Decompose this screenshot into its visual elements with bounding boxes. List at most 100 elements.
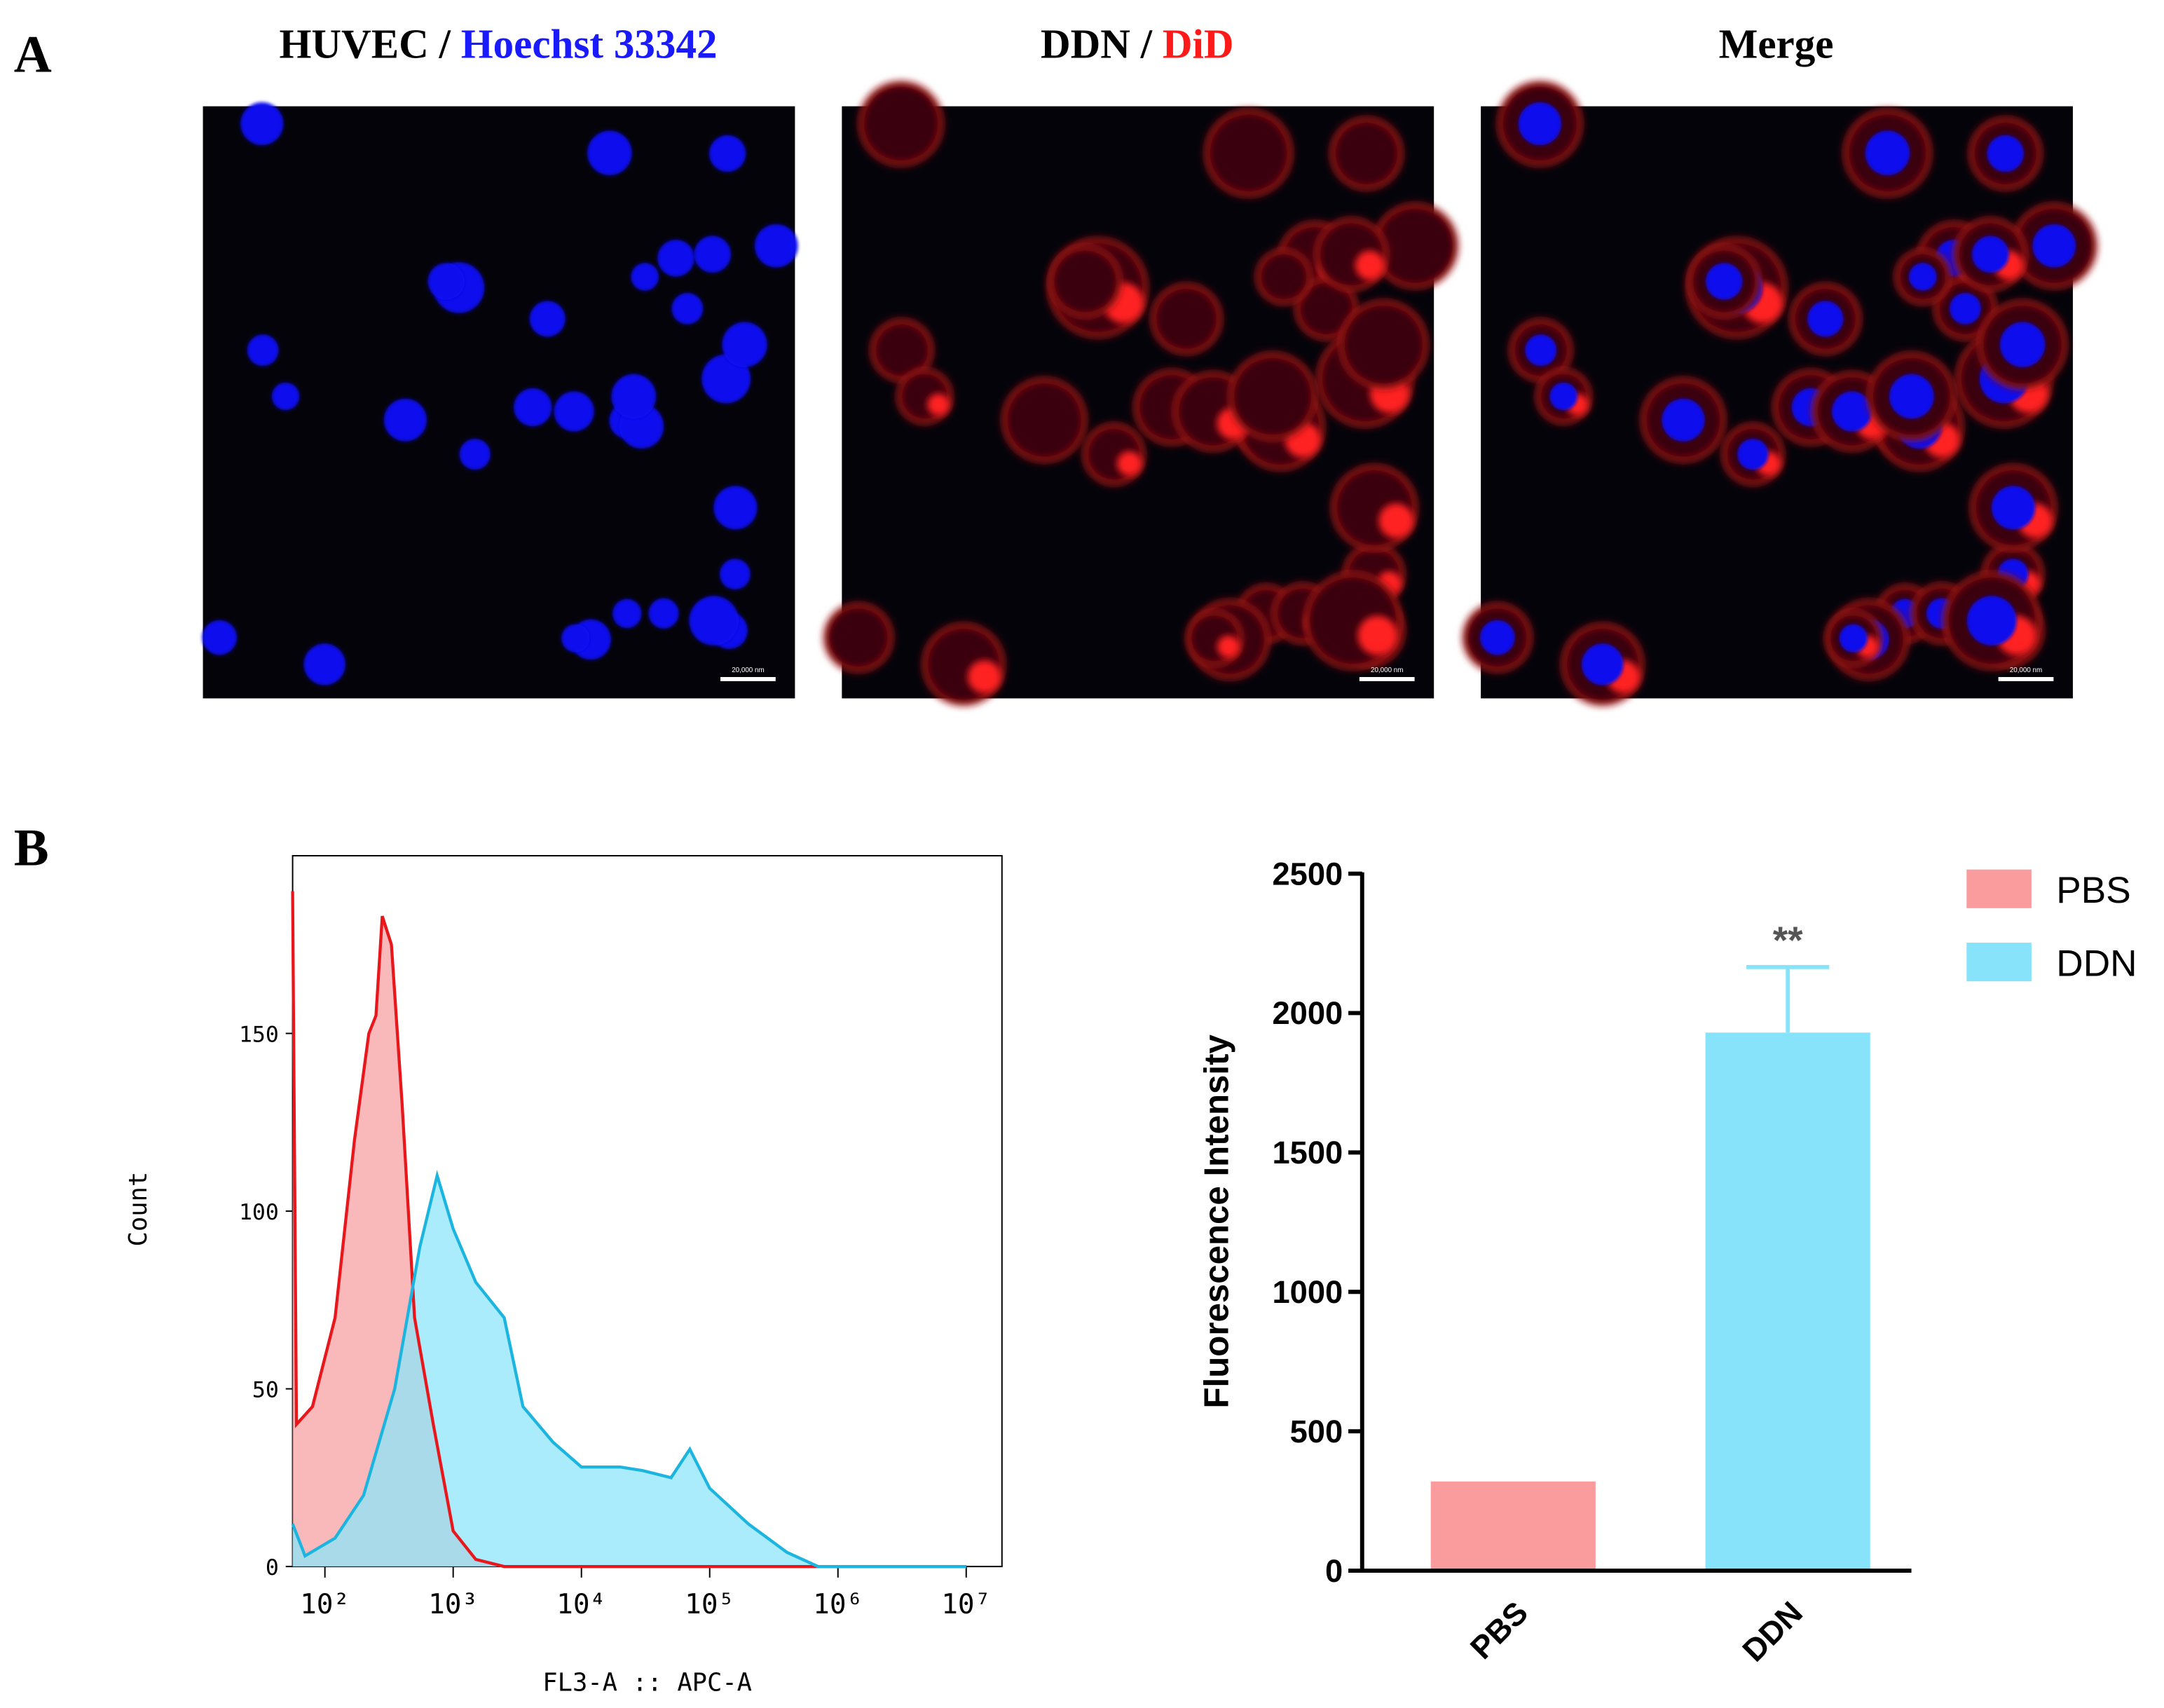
nucleus [2032, 224, 2076, 268]
x-tick-label: 10³ [428, 1588, 478, 1620]
nucleus [271, 382, 300, 411]
nucleus [754, 224, 798, 268]
cell-membrane [1329, 116, 1404, 191]
nucleus [554, 391, 594, 432]
panel-label: A [14, 25, 52, 83]
nucleus [1737, 439, 1769, 470]
nucleus [689, 596, 739, 645]
did-spot [967, 660, 1001, 694]
nucleus [1865, 130, 1910, 176]
nucleus [671, 292, 704, 324]
legend-swatch [1966, 943, 2032, 982]
y-tick-label: 0 [266, 1555, 279, 1580]
nucleus [247, 334, 279, 367]
cell-membrane [1228, 352, 1317, 442]
nucleus [1832, 391, 1872, 432]
did-spot [927, 393, 950, 416]
did-spot [1355, 250, 1385, 280]
area [292, 1175, 966, 1567]
x-tick-label: 10⁵ [685, 1588, 734, 1620]
nucleus [701, 354, 751, 404]
x-tick-label: 10⁴ [556, 1588, 606, 1620]
y-tick-label: 2500 [1272, 856, 1343, 891]
y-tick-label: 150 [239, 1022, 279, 1047]
image-title: HUVEC / Hoechst 33342 [279, 21, 717, 67]
y-axis-label: Fluorescence Intensity [1198, 1034, 1236, 1409]
significance: ** [1773, 918, 1803, 962]
y-tick-label: 1000 [1272, 1274, 1343, 1310]
x-tick-label: 10⁶ [813, 1588, 863, 1620]
title-part: DiD [1163, 21, 1234, 67]
nucleus [1908, 263, 1937, 291]
nucleus [1966, 596, 2017, 645]
nucleus [1950, 292, 1981, 324]
nucleus [240, 102, 284, 146]
y-tick-label: 2000 [1272, 995, 1343, 1031]
legend-swatch [1966, 869, 2032, 908]
nucleus [1706, 263, 1743, 300]
nucleus [1479, 620, 1515, 655]
nucleus [587, 130, 632, 176]
y-tick-label: 1500 [1272, 1135, 1343, 1170]
y-tick-label: 0 [1325, 1553, 1343, 1589]
nucleus [1971, 235, 2009, 273]
bar [1430, 1481, 1596, 1571]
image-title: DDN / DiD [1041, 21, 1234, 67]
x-axis-label: FL3-A :: APC-A [542, 1668, 752, 1697]
x-tick-label: 10² [300, 1588, 350, 1620]
did-spot [1116, 451, 1142, 477]
nucleus [529, 301, 566, 337]
nucleus [383, 398, 427, 442]
x-tick-label: 10⁷ [941, 1588, 991, 1620]
nucleus [648, 598, 679, 629]
y-tick-label: 500 [1290, 1414, 1343, 1449]
nucleus [1807, 301, 1844, 337]
line [291, 1170, 966, 1569]
x-tick-label: PBS [1463, 1594, 1535, 1666]
line [291, 891, 966, 1569]
cell-membrane [1150, 282, 1223, 355]
nucleus [1999, 322, 2046, 367]
cells [202, 102, 798, 685]
title-part: Hoechst 33342 [461, 21, 718, 67]
did-spot [1357, 615, 1398, 656]
nucleus [1987, 135, 2024, 172]
y-tick-label: 50 [252, 1377, 279, 1402]
x-tick-label: DDN [1735, 1594, 1809, 1668]
scale-bar-label: 20,000 nm [2010, 667, 2042, 674]
nucleus [1525, 334, 1557, 367]
cell-membrane [1048, 244, 1123, 319]
nucleus [657, 239, 694, 277]
cells [1462, 81, 2097, 706]
nucleus [612, 599, 642, 629]
cell-membrane [823, 602, 894, 673]
y-axis-label: Count [124, 1172, 153, 1247]
title-part: DDN / [1041, 21, 1163, 67]
nucleus [303, 643, 345, 685]
did-spot [1217, 635, 1240, 658]
scale-bar-label: 20,000 nm [1371, 667, 1403, 674]
nucleus [514, 388, 552, 427]
cell-membrane [1338, 299, 1429, 390]
did-spot [1378, 503, 1414, 538]
cell-membrane [1001, 377, 1088, 463]
nucleus [1662, 398, 1705, 442]
scale-bar-label: 20,000 nm [732, 667, 764, 674]
nucleus [1839, 624, 1868, 653]
legend-label: DDN [2056, 943, 2137, 984]
legend-label: PBS [2056, 870, 2130, 911]
nucleus [631, 263, 659, 291]
nucleus [694, 235, 732, 273]
nucleus [202, 620, 238, 655]
nucleus [722, 322, 767, 367]
nucleus [1518, 102, 1562, 146]
cell-membrane [858, 81, 944, 167]
title-part: Merge [1719, 21, 1834, 67]
image-title: Merge [1719, 21, 1834, 67]
micrograph [203, 106, 795, 699]
cell-membrane [1255, 248, 1313, 306]
nucleus [1549, 382, 1577, 411]
nucleus [719, 559, 751, 590]
